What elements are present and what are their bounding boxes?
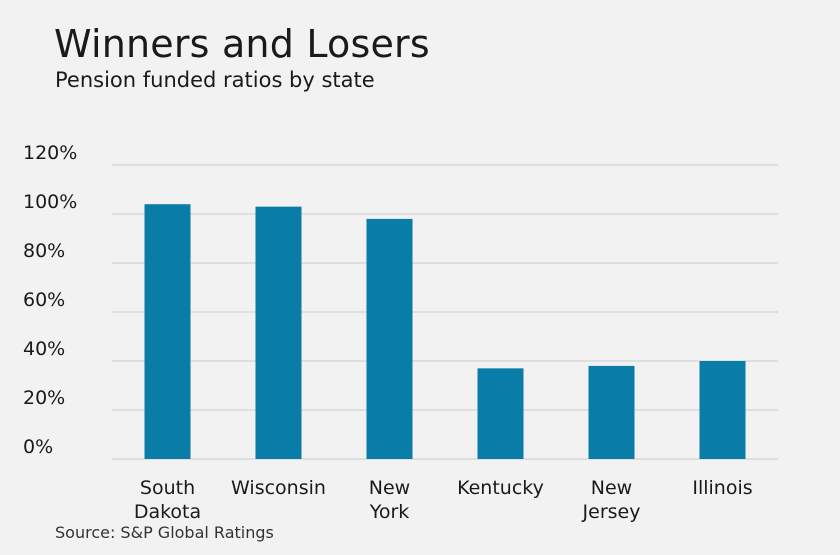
x-tick-label: Wisconsin	[231, 477, 326, 499]
bar	[366, 218, 413, 459]
source-note: Source: S&P Global Ratings	[55, 523, 274, 542]
y-tick-label: 120%	[23, 142, 77, 164]
bar	[699, 361, 746, 459]
chart-title: Winners and Losers	[54, 22, 430, 66]
x-tick-label: New York	[369, 477, 410, 523]
bar	[144, 204, 191, 459]
y-tick-label: 0%	[23, 436, 53, 458]
y-tick-label: 60%	[23, 289, 65, 311]
y-tick-label: 20%	[23, 387, 65, 409]
y-tick-label: 100%	[23, 191, 77, 213]
bar	[477, 368, 524, 459]
x-tick-label: Illinois	[692, 477, 752, 499]
y-tick-labels: 0% 20% 40% 60% 80% 100% 120%	[23, 142, 77, 458]
x-tick-label: Kentucky	[457, 477, 544, 499]
chart-subtitle: Pension funded ratios by state	[55, 68, 375, 92]
bars	[144, 204, 746, 459]
bar	[255, 206, 302, 459]
y-tick-label: 40%	[23, 338, 65, 360]
x-tick-labels: South Dakota Wisconsin New York Kentucky New Je…	[134, 477, 753, 523]
y-tick-label: 80%	[23, 240, 65, 262]
x-tick-label: South Dakota	[134, 477, 201, 523]
bar	[588, 365, 635, 459]
x-tick-label: New Jersey	[582, 477, 641, 523]
gridlines	[112, 164, 778, 460]
